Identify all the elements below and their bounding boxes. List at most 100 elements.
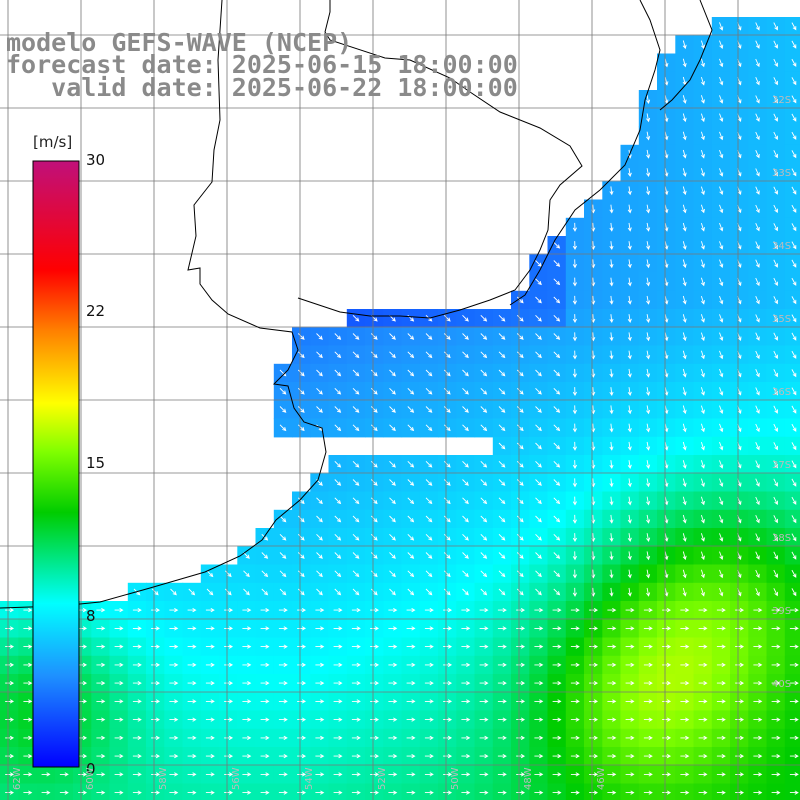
wind-arrow [771,699,781,704]
wind-cell [784,528,800,547]
wind-arrow [23,644,33,649]
wind-arrow [572,496,577,506]
wind-arrow [700,113,705,123]
wind-arrow [664,277,669,287]
wind-arrow [534,735,544,740]
wind-arrow [279,387,287,395]
wind-arrow [370,699,380,704]
wind-cell [784,35,800,55]
wind-arrow [297,533,305,541]
wind-cell [273,783,293,800]
wind-arrow [791,496,797,505]
lat-label: 33S [772,168,792,179]
colorbar [32,160,80,768]
wind-arrow [242,754,252,759]
wind-arrow [789,681,799,686]
wind-arrow [224,717,234,722]
wind-arrow [682,186,687,196]
wind-arrow [646,95,651,105]
wind-arrow [351,735,361,740]
wind-arrow [607,644,617,649]
wind-arrow [589,644,599,649]
wind-arrow [535,278,542,286]
wind-arrow [479,790,489,795]
wind-cell [784,509,800,529]
wind-cell [784,71,800,91]
wind-arrow [700,368,705,378]
wind-arrow [680,644,690,649]
wind-arrow [169,681,179,686]
wind-arrow [480,387,488,395]
wind-arrow [646,533,651,543]
wind-arrow [572,514,578,524]
wind-arrow [789,699,799,704]
wind-cell [547,783,567,800]
wind-arrow [315,790,325,795]
wind-arrow [443,424,451,432]
wind-arrow [664,76,669,86]
wind-cell [292,783,311,800]
lat-label: 40S [772,679,792,690]
wind-arrow [187,699,197,704]
wind-arrow [755,387,760,396]
wind-arrow [755,77,760,86]
wind-arrow [315,754,325,759]
wind-arrow [151,588,159,596]
wind-arrow [206,588,214,596]
wind-arrow [609,350,614,360]
wind-arrow [552,772,562,777]
wind-arrow [627,350,632,360]
wind-arrow [370,790,380,795]
wind-arrow [462,333,469,340]
wind-arrow [773,387,778,396]
wind-arrow [682,58,687,68]
wind-arrow [572,423,577,433]
wind-arrow [406,790,416,795]
wind-arrow [388,735,398,740]
wind-arrow [627,259,632,269]
wind-arrow [698,608,708,613]
wind-arrow [260,626,270,631]
wind-arrow [791,515,797,524]
wind-arrow [114,717,124,722]
wind-cell [784,546,800,566]
wind-arrow [187,608,197,613]
wind-arrow [498,497,506,505]
wind-arrow [791,296,797,305]
wind-arrow [791,223,797,232]
wind-arrow [735,662,745,667]
wind-arrow [169,717,179,722]
wind-arrow [480,369,488,377]
wind-arrow [646,441,651,451]
coastline-east [509,0,661,306]
wind-arrow [773,423,778,433]
wind-arrow [279,424,287,432]
wind-arrow [755,478,760,487]
wind-arrow [664,222,669,232]
wind-arrow [771,754,781,759]
wind-arrow [407,515,415,523]
wind-arrow [627,514,632,524]
wind-arrow [735,772,745,777]
wind-arrow [789,644,799,649]
wind-arrow [627,314,632,324]
wind-arrow [497,644,507,649]
wind-arrow [755,22,760,31]
wind-arrow [169,626,179,631]
wind-arrow [553,588,561,596]
wind-arrow [625,754,635,759]
wind-arrow [572,405,578,415]
wind-arrow [534,772,544,777]
wind-arrow [462,369,469,377]
wind-arrow [534,644,544,649]
wind-arrow [96,717,106,722]
wind-arrow [242,699,252,704]
wind-arrow [589,626,599,631]
wind-arrow [789,790,799,795]
wind-arrow [333,662,343,667]
wind-cell [784,217,800,237]
wind-cell [36,783,56,800]
wind-arrow [553,460,561,468]
wind-arrow [791,204,797,213]
wind-arrow [698,717,708,722]
